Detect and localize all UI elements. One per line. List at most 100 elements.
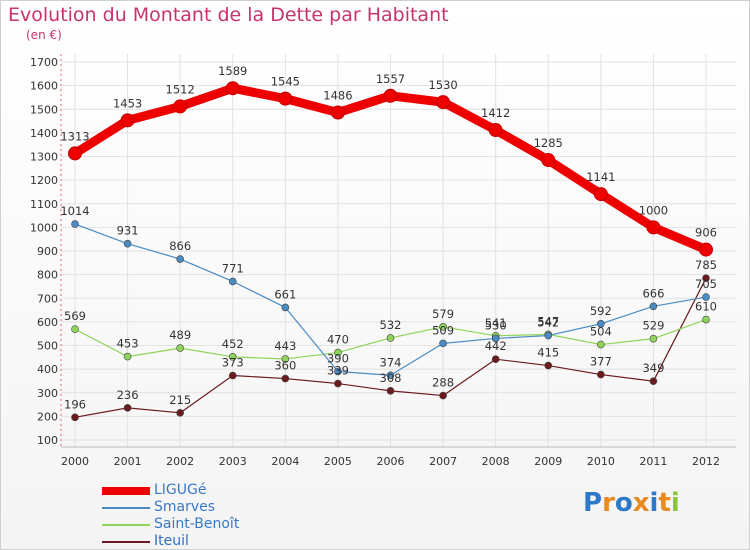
data-point	[68, 146, 82, 161]
logo-letter: t	[658, 488, 671, 518]
data-label: 1412	[481, 106, 510, 120]
data-label: 504	[590, 325, 612, 339]
data-label: 610	[695, 300, 717, 314]
data-label: 1141	[586, 170, 615, 184]
y-tick-label: 800	[37, 269, 58, 282]
data-point	[597, 319, 605, 328]
data-label: 452	[222, 337, 244, 351]
chart-title: Evolution du Montant de la Dette par Hab…	[8, 4, 449, 26]
data-label: 866	[169, 239, 191, 253]
data-point	[439, 391, 447, 400]
data-label: 1014	[60, 204, 89, 218]
data-label: 1000	[639, 203, 668, 217]
legend-swatch	[102, 507, 150, 509]
data-point	[702, 293, 710, 301]
data-point	[71, 220, 79, 228]
proxiti-logo: Proxiti	[583, 488, 680, 518]
data-label: 443	[274, 339, 296, 353]
data-label: 1285	[534, 136, 563, 150]
data-point	[334, 379, 342, 388]
data-label: 415	[537, 346, 559, 360]
data-point	[173, 99, 188, 114]
data-point	[225, 81, 240, 96]
data-label: 1512	[166, 82, 195, 96]
data-point	[120, 113, 135, 128]
data-point	[439, 339, 447, 348]
data-point	[281, 355, 290, 363]
data-point	[176, 255, 184, 263]
data-label: 215	[169, 393, 191, 407]
y-tick-label: 700	[37, 292, 58, 305]
data-label: 390	[327, 351, 349, 365]
data-point	[702, 274, 710, 282]
data-label: 541	[485, 316, 507, 330]
data-label: 569	[64, 309, 86, 323]
data-label: 236	[117, 388, 139, 402]
data-point	[597, 340, 605, 349]
data-label: 530	[485, 318, 507, 332]
data-point	[649, 302, 658, 311]
data-label: 1589	[218, 64, 247, 78]
data-point	[228, 353, 237, 361]
data-point	[383, 88, 398, 103]
data-label: 532	[380, 318, 402, 332]
data-point	[649, 377, 658, 385]
data-point	[330, 105, 345, 120]
data-point	[544, 331, 553, 340]
y-tick-label: 500	[37, 340, 58, 353]
x-tick-label: 2000	[61, 455, 89, 468]
data-label: 666	[642, 286, 664, 300]
logo-letter: i	[649, 488, 659, 518]
data-point	[71, 325, 79, 333]
data-point	[281, 303, 290, 312]
data-point	[281, 374, 290, 383]
data-point	[123, 239, 132, 248]
data-label: 308	[380, 371, 402, 385]
data-label: 373	[222, 356, 244, 370]
data-point	[386, 371, 395, 380]
y-tick-label: 1200	[30, 174, 58, 187]
y-tick-label: 900	[37, 245, 58, 258]
x-tick-label: 2012	[692, 455, 720, 468]
data-label: 442	[485, 339, 507, 353]
data-label: 339	[327, 364, 349, 378]
data-point	[491, 334, 500, 343]
data-point	[228, 371, 237, 380]
data-label: 453	[117, 337, 139, 351]
data-label: 592	[590, 304, 612, 318]
x-tick-label: 2001	[114, 455, 142, 468]
chart-subtitle: (en €)	[26, 28, 62, 42]
data-label: 470	[327, 333, 349, 347]
data-point	[544, 361, 553, 370]
data-label: 1313	[60, 129, 89, 143]
x-tick-label: 2002	[166, 455, 194, 468]
data-point	[436, 95, 451, 110]
y-tick-label: 1500	[30, 103, 58, 116]
data-point	[71, 413, 79, 422]
data-label: 547	[537, 314, 559, 328]
data-label: 785	[695, 258, 717, 272]
legend-label: Iteuil	[154, 533, 189, 549]
data-point	[228, 277, 237, 286]
y-tick-label: 1700	[30, 56, 58, 69]
x-tick-label: 2003	[219, 455, 247, 468]
data-label: 529	[642, 319, 664, 333]
x-tick-label: 2004	[271, 455, 299, 468]
y-tick-label: 400	[37, 363, 58, 376]
legend-swatch	[102, 524, 150, 526]
data-label: 196	[64, 397, 86, 411]
logo-letter: r	[602, 488, 615, 518]
data-point	[386, 334, 395, 342]
logo-letter: x	[632, 488, 650, 518]
data-label: 360	[274, 359, 296, 373]
data-point	[123, 352, 132, 361]
data-label: 1545	[271, 75, 300, 89]
data-label: 374	[380, 355, 402, 369]
data-point	[649, 334, 658, 343]
x-tick-label: 2011	[639, 455, 667, 468]
data-point	[646, 220, 661, 235]
y-tick-label: 600	[37, 316, 58, 329]
data-point	[593, 187, 608, 202]
data-label: 1557	[376, 72, 405, 86]
